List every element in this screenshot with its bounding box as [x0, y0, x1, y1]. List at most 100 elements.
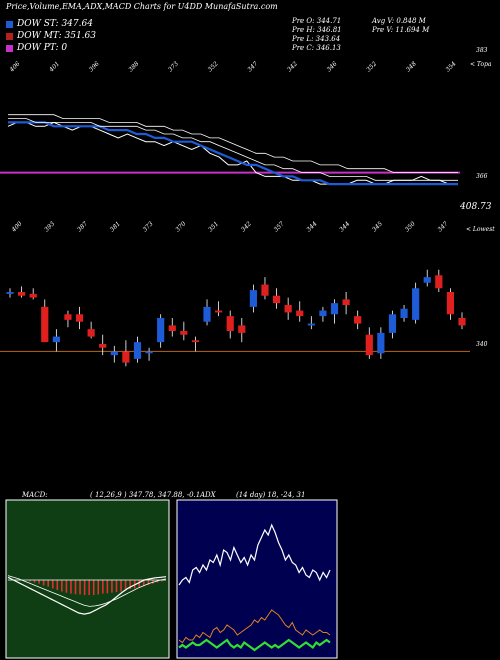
legend-swatch-st [6, 20, 13, 28]
adx-series-2 [178, 638, 331, 652]
candle-body-16 [191, 340, 200, 343]
candle-body-26 [307, 323, 315, 326]
ema-top-ticks: 406 401 396 388 373 352 347 342 346 352 348 354 [8, 60, 458, 74]
top-tick-3: 381 [109, 220, 122, 233]
legend-dow-mt: DOW MT: 351.63 [6, 30, 96, 42]
price-corner-label: < Lowest [466, 226, 495, 233]
top-tick-5: 352 [207, 60, 220, 73]
candle-body-6 [75, 314, 84, 322]
legend-dow-pt-label: DOW PT: 0 [17, 43, 68, 53]
candle-body-1 [17, 292, 26, 296]
candle-body-33 [388, 314, 397, 333]
top-tick-8: 357 [273, 220, 286, 233]
candle-body-8 [99, 344, 107, 348]
candle-body-9 [110, 351, 118, 356]
candle-body-34 [400, 308, 408, 318]
candle-body-5 [64, 314, 72, 320]
candles [6, 269, 466, 367]
macd-lines [7, 575, 167, 615]
candle-body-3 [41, 306, 49, 343]
candle-body-13 [157, 318, 165, 343]
candle-body-2 [29, 293, 37, 298]
adx-panel-bg [176, 499, 338, 659]
top-tick-8: 346 [326, 60, 339, 73]
candle-body-18 [215, 310, 223, 313]
top-tick-13: 347 [436, 220, 449, 233]
price-level-label: 340 [476, 341, 488, 348]
candle-body-24 [284, 305, 292, 313]
stat-pre-close: Pre C: 346.13 [292, 44, 341, 52]
candle-body-32 [377, 332, 385, 354]
chart-title: Price,Volume,EMA,ADX,MACD Charts for U4D… [6, 2, 278, 11]
candle-body-23 [272, 295, 281, 304]
top-tick-6: 347 [246, 60, 259, 73]
candle-body-4 [52, 336, 60, 343]
ema-right-label-mid: 366 [476, 173, 488, 180]
ema-series-3 [8, 114, 458, 174]
stat-pre-high: Pre H: 346.81 [292, 26, 342, 34]
top-tick-10: 348 [405, 60, 418, 73]
adx-panel [176, 499, 338, 659]
ema-series-0 [7, 121, 458, 185]
top-tick-1: 401 [47, 60, 61, 74]
candle-body-27 [319, 310, 327, 317]
candle-body-35 [412, 288, 420, 320]
stat-pre-volume: Pre V: 11.694 M [372, 26, 430, 34]
top-tick-10: 344 [338, 220, 351, 233]
top-tick-1: 393 [43, 220, 56, 233]
adx-series-0 [178, 523, 331, 586]
candle-body-30 [354, 316, 362, 324]
legend-dow-pt: DOW PT: 0 [6, 42, 67, 54]
macd-series-1 [7, 575, 167, 607]
legend-dow-st-label: DOW ST: 347.64 [17, 19, 93, 29]
top-tick-0: 400 [10, 220, 24, 234]
top-tick-11: 354 [444, 60, 457, 73]
ema-panel: 406 401 396 388 373 352 347 342 346 352 348 354 < T… [0, 47, 492, 212]
adx-series-1 [178, 609, 331, 644]
candle-body-21 [249, 290, 257, 307]
ema-series-2 [8, 118, 458, 181]
stat-avg-volume: Avg V: 0.848 M [372, 17, 426, 25]
stat-pre-open: Pre O: 344.71 [292, 17, 342, 25]
macd-panel-bg [5, 499, 170, 659]
legend-dow-st: DOW ST: 347.64 [6, 18, 93, 30]
macd-panel [5, 499, 170, 659]
legend-swatch-pt [6, 44, 13, 52]
candle-body-20 [238, 325, 246, 333]
candle-body-25 [296, 310, 304, 317]
ema-right-label-top: 383 [476, 47, 488, 54]
candle-body-29 [342, 299, 350, 305]
candle-body-12 [145, 351, 153, 354]
candle-body-11 [133, 342, 142, 359]
adx-label: ADX [200, 491, 216, 499]
price-top-ticks: 400 393 387 381 373 370 351 342 357 344 344 345 350 3… [10, 220, 450, 234]
top-tick-5: 370 [174, 220, 187, 233]
top-tick-2: 387 [76, 220, 89, 233]
top-tick-11: 345 [371, 220, 384, 233]
candle-body-31 [365, 334, 373, 356]
candle-body-17 [203, 306, 211, 322]
stat-pre-low: Pre L: 343.64 [292, 35, 341, 43]
top-tick-4: 373 [167, 60, 180, 73]
candle-body-14 [168, 325, 176, 331]
top-tick-0: 406 [8, 60, 22, 74]
top-tick-2: 396 [88, 60, 101, 73]
adx-lines [178, 523, 331, 652]
candle-body-36 [423, 277, 431, 283]
top-tick-3: 388 [127, 60, 140, 73]
top-tick-4: 373 [142, 220, 155, 233]
legend-swatch-mt [6, 32, 13, 40]
top-tick-9: 352 [365, 60, 378, 73]
price-panel: 400 393 387 381 373 370 351 342 357 344 344 345 350 3… [0, 220, 495, 367]
candle-body-22 [261, 284, 269, 296]
legend-dow-mt-label: DOW MT: 351.63 [17, 31, 96, 41]
ema-lines [7, 114, 458, 186]
candle-body-39 [458, 318, 466, 326]
macd-series-0 [7, 576, 167, 615]
candle-body-15 [180, 331, 188, 335]
ema-price-label: 408.73 [459, 202, 492, 212]
ema-corner-label: < Topa [470, 61, 492, 68]
macd-histogram [29, 580, 163, 596]
top-tick-6: 351 [207, 220, 220, 233]
